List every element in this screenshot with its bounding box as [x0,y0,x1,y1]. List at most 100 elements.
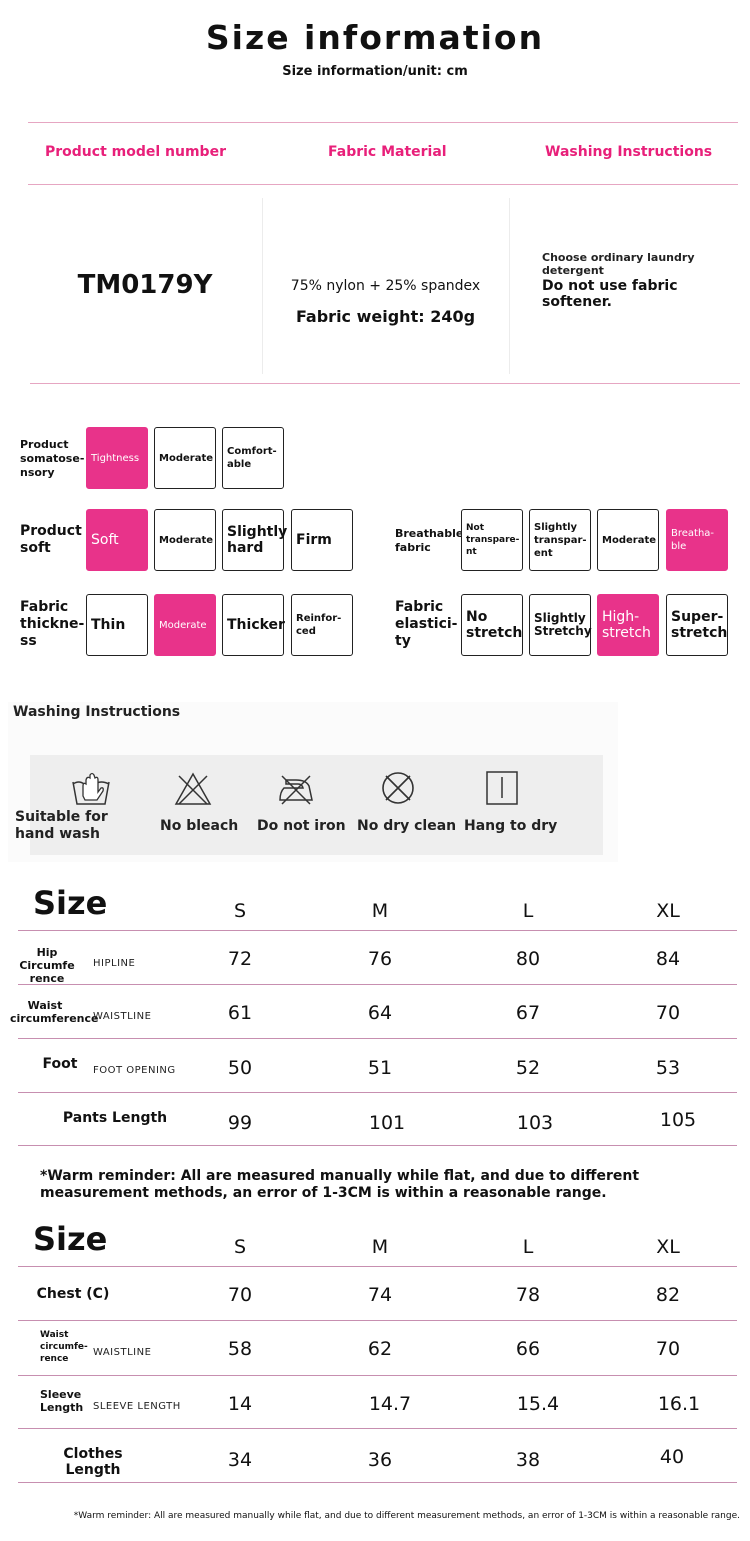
option-moderate: Moderate [154,509,216,571]
top-size-title: Size [33,1220,108,1258]
option-moderate: Moderate [154,594,216,656]
cell-foot-s: 50 [227,1057,253,1079]
model-number: TM0179Y [77,270,213,300]
row-sub-foot: FOOT OPENING [93,1065,176,1076]
cell-sleeve-l: 15.4 [516,1393,560,1415]
cell-hip-s: 72 [227,948,253,970]
elasticity-label: Fabric elastici-ty [395,599,458,649]
row-label-pants-length: Pants Length [62,1110,168,1126]
size-m-header: M [371,900,389,922]
pants-size-title: Size [33,884,108,922]
cell-sleeve-xl: 16.1 [657,1393,701,1415]
size-s-header: S [233,1236,247,1258]
cell-waist-xl: 70 [655,1002,681,1024]
size-xl-header: XL [656,1236,680,1258]
option-thin: Thin [86,594,148,656]
cell-top-waist-xl: 70 [655,1338,681,1360]
cell-hip-m: 76 [367,948,393,970]
cell-clothes-length-m: 36 [367,1449,393,1471]
row-divider [18,1375,737,1376]
divider [28,122,738,123]
hand-wash-icon [72,772,110,805]
fabric-composition: 75% nylon + 25% spandex [290,278,481,294]
cell-pants-length-s: 99 [227,1112,253,1134]
header-fabric-material: Fabric Material [328,144,447,160]
option-moderate: Moderate [154,427,216,489]
row-divider [18,1092,737,1093]
cell-waist-l: 67 [515,1002,541,1024]
cell-top-waist-m: 62 [367,1338,393,1360]
row-divider [18,1038,737,1039]
row-label-waist: Waist circumference [10,999,99,1025]
row-label-foot: Foot [42,1056,78,1072]
cell-hip-l: 80 [515,948,541,970]
option-high-stretch: High-stretch [597,594,659,656]
wash-softener-note: Do not use fabric softener. [542,278,678,310]
size-m-header: M [371,1236,389,1258]
cell-pants-length-m: 101 [368,1112,406,1134]
cell-chest-xl: 82 [655,1284,681,1306]
somatosensory-label: Product somatose-nsory [20,438,85,479]
cell-clothes-length-s: 34 [227,1449,253,1471]
cell-chest-s: 70 [227,1284,253,1306]
option-thicker: Thicker [222,594,285,656]
cell-foot-xl: 53 [655,1057,681,1079]
column-divider [509,198,510,374]
no-dry-clean-icon [382,772,414,804]
option-breathable: Breatha-ble [666,509,728,571]
option-tightness: Tightness [86,427,148,489]
cell-sleeve-m: 14.7 [368,1393,412,1415]
washing-title: Washing Instructions [13,704,181,720]
option-moderate: Moderate [597,509,659,571]
top-warm-reminder: *Warm reminder: All are measured manuall… [73,1511,740,1521]
option-comfortable: Comfort-able [222,427,284,489]
cell-pants-length-xl: 105 [659,1109,697,1131]
cell-clothes-length-l: 38 [515,1449,541,1471]
row-sub-hip: HIPLINE [93,958,136,969]
option-reinforced: Reinfor-ced [291,594,353,656]
row-divider [18,1145,737,1146]
option-slightly-stretchy: Slightly Stretchy [529,594,592,656]
divider [30,383,740,384]
row-sub-top-waist: WAISTLINE [93,1347,152,1358]
row-label-clothes-length: Clothes Length [63,1446,123,1478]
cell-waist-s: 61 [227,1002,253,1024]
cell-clothes-length-xl: 40 [659,1446,685,1468]
option-slightly-hard: Slightly hard [222,509,287,571]
row-divider [18,1482,737,1483]
row-label-chest: Chest (C) [36,1286,110,1302]
page-title: Size information [205,18,545,57]
row-divider [18,984,737,985]
cell-waist-m: 64 [367,1002,393,1024]
cell-chest-l: 78 [515,1284,541,1306]
column-divider [262,198,263,374]
hang-dry-label: Hang to dry [464,818,558,834]
header-washing-instructions: Washing Instructions [545,144,713,160]
hand-wash-label: Suitable for hand wash [15,809,108,842]
size-xl-header: XL [656,900,680,922]
row-label-sleeve: Sleeve Length [40,1388,84,1414]
softness-label: Product soft [20,523,82,556]
size-l-header: L [522,900,534,922]
no-iron-icon [279,775,313,805]
row-label-hip: Hip Circumfe rence [19,946,75,985]
cell-foot-l: 52 [515,1057,541,1079]
no-dry-clean-label: No dry clean [357,818,457,834]
cell-chest-m: 74 [367,1284,393,1306]
no-bleach-icon [174,772,212,805]
fabric-weight: Fabric weight: 240g [295,307,476,326]
cell-hip-xl: 84 [655,948,681,970]
cell-top-waist-l: 66 [515,1338,541,1360]
row-sub-waist: WAISTLINE [93,1011,152,1022]
header-model-number: Product model number [45,144,226,160]
option-firm: Firm [291,509,353,571]
no-bleach-label: No bleach [160,818,239,834]
row-divider [18,1320,737,1321]
pants-warm-reminder: *Warm reminder: All are measured manuall… [40,1168,640,1201]
page-subtitle: Size information/unit: cm [282,64,468,79]
divider [28,184,738,185]
cell-sleeve-s: 14 [227,1393,253,1415]
option-not-transparent: Not transpare-nt [461,509,523,571]
option-no-stretch: No stretch [461,594,523,656]
hang-dry-icon [486,771,518,805]
